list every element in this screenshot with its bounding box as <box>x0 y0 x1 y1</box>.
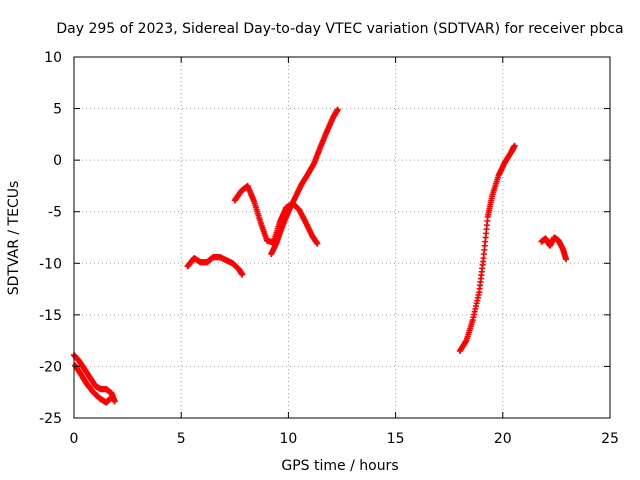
y-tick-label: -5 <box>48 205 62 221</box>
data-point <box>563 256 570 263</box>
y-tick-label: 0 <box>53 153 62 169</box>
y-tick-label: 5 <box>53 102 62 118</box>
y-tick-label: -10 <box>39 256 62 272</box>
data-point <box>334 106 341 113</box>
series-arc-1a <box>71 352 118 405</box>
y-tick-label: -25 <box>39 411 62 427</box>
grid <box>74 57 610 418</box>
axis-ticks: 0 5 10 15 20 25 -25 -20 -15 -10 -5 0 5 10 <box>39 50 619 447</box>
plot-frame <box>73 56 611 419</box>
x-axis-label: GPS time / hours <box>281 458 398 474</box>
data-point <box>314 240 321 247</box>
data-series <box>71 106 570 406</box>
series-arc-4 <box>268 106 341 258</box>
x-tick-label: 10 <box>279 431 297 447</box>
series-arc-1b <box>72 362 113 406</box>
y-tick-label: -15 <box>39 308 62 324</box>
data-point <box>511 142 518 149</box>
y-tick-label: 10 <box>44 50 62 66</box>
y-axis-label: SDTVAR / TECUs <box>6 181 22 296</box>
series-arc-2 <box>184 254 246 278</box>
x-tick-label: 0 <box>70 431 79 447</box>
data-point <box>239 271 246 278</box>
x-tick-label: 25 <box>601 431 619 447</box>
x-tick-label: 5 <box>177 431 186 447</box>
series-arc-6 <box>538 234 570 263</box>
x-tick-label: 15 <box>387 431 405 447</box>
y-tick-label: -20 <box>39 359 62 375</box>
chart-title: Day 295 of 2023, Sidereal Day-to-day VTE… <box>56 21 623 37</box>
data-point <box>111 398 118 405</box>
series-arc-5 <box>456 142 518 354</box>
x-tick-label: 20 <box>494 431 512 447</box>
data-point <box>106 396 113 403</box>
